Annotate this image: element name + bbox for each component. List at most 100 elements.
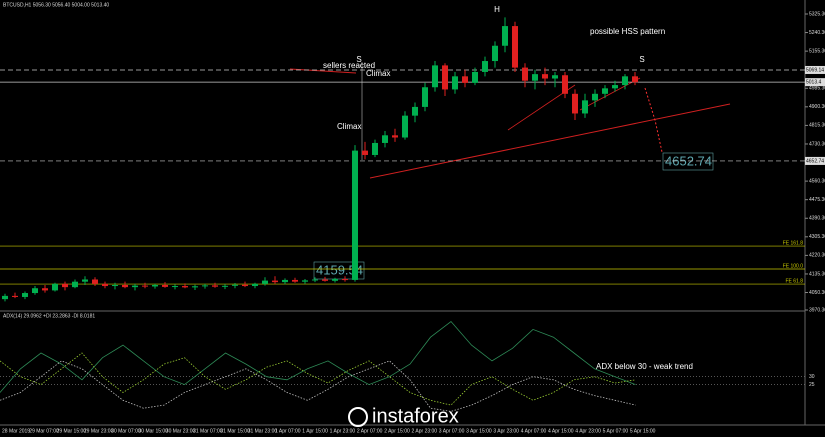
x-tick-label: 28 Mar 2019 — [2, 428, 30, 434]
candle-body — [522, 67, 528, 81]
candle-body — [282, 279, 288, 283]
y-tick-label: 5325.36 — [809, 11, 825, 17]
candle-body — [112, 284, 118, 287]
candle-body — [472, 71, 478, 83]
candle-body — [372, 142, 378, 155]
y-tick-label: 4135.36 — [809, 271, 825, 277]
candle-body — [32, 288, 38, 294]
candle-body — [432, 65, 438, 88]
annotation: H — [494, 5, 500, 14]
candle-body — [622, 76, 628, 86]
candle-body — [562, 75, 568, 94]
candle-body — [482, 61, 488, 72]
candle-body — [2, 295, 8, 300]
candle-body — [512, 26, 518, 68]
candle-body — [202, 285, 208, 287]
fe-label: FE 61.8 — [785, 278, 803, 284]
x-tick-label: 4 Apr 07:00 — [521, 428, 547, 434]
candle-body — [52, 283, 58, 291]
y-tick-label: 5240.36 — [809, 30, 825, 36]
candle-body — [462, 76, 468, 83]
annotation: sellers reacted — [323, 61, 375, 70]
y-tick-label: 4220.36 — [809, 253, 825, 259]
candle-body — [102, 283, 108, 287]
candle-body — [172, 286, 178, 288]
candle-body — [332, 279, 338, 281]
x-tick-label: 2 Apr 15:00 — [384, 428, 410, 434]
candle-body — [392, 135, 398, 138]
annotation: ADX below 30 - weak trend — [596, 362, 693, 371]
candle-body — [532, 74, 538, 81]
trendline — [579, 77, 641, 111]
fe-label: FE 100.0 — [783, 263, 804, 269]
x-tick-label: 4 Apr 23:00 — [575, 428, 601, 434]
candle-body — [262, 280, 268, 284]
candle-body — [592, 93, 598, 101]
candle-body — [442, 65, 448, 90]
base-box — [313, 261, 365, 280]
candle-body — [72, 281, 78, 288]
candle-body — [82, 279, 88, 282]
x-tick-label: 1 Apr 07:00 — [275, 428, 301, 434]
x-tick-label: 29 Mar 07:00 — [29, 428, 59, 434]
x-tick-label: 2 Apr 07:00 — [357, 428, 383, 434]
candle-body — [152, 284, 158, 287]
x-tick-label: 30 Mar 23:00 — [166, 428, 196, 434]
x-tick-label: 3 Apr 07:00 — [439, 428, 465, 434]
y-tick-label: 4900.36 — [809, 104, 825, 110]
y-tick-label: 4305.36 — [809, 234, 825, 240]
level-tag — [805, 156, 825, 165]
x-tick-label: 29 Mar 15:00 — [57, 428, 87, 434]
candle-body — [192, 286, 198, 288]
candle-body — [352, 150, 358, 280]
candle-body — [322, 279, 328, 281]
trendline — [369, 103, 731, 179]
level-tag — [805, 78, 825, 87]
candle-body — [632, 76, 638, 83]
x-tick-label: 31 Mar 15:00 — [220, 428, 250, 434]
candle-body — [12, 295, 18, 297]
x-tick-label: 5 Apr 07:00 — [603, 428, 629, 434]
candle-body — [552, 75, 558, 79]
annotation: S — [639, 55, 644, 64]
y-tick-label: 4050.36 — [809, 290, 825, 296]
candle-body — [302, 280, 308, 282]
candle-body — [92, 279, 98, 284]
candle-body — [412, 106, 418, 116]
x-tick-label: 5 Apr 15:00 — [630, 428, 656, 434]
x-tick-label: 30 Mar 15:00 — [139, 428, 169, 434]
y-tick-label: 4815.36 — [809, 123, 825, 129]
candle-body — [212, 285, 218, 287]
y-tick-label: 4390.36 — [809, 216, 825, 222]
candle-body — [22, 293, 28, 297]
candle-body — [42, 288, 48, 291]
y-tick-label: 4475.36 — [809, 197, 825, 203]
candle-body — [142, 285, 148, 287]
candle-body — [502, 26, 508, 46]
level-tag — [805, 65, 825, 74]
candle-body — [292, 279, 298, 282]
annotation: S — [356, 55, 361, 64]
candle-body — [382, 135, 388, 143]
x-tick-label: 31 Mar 23:00 — [248, 428, 278, 434]
fe-label: FE 161.8 — [783, 240, 804, 246]
candle-body — [572, 93, 578, 114]
candle-body — [182, 286, 188, 288]
candle-body — [242, 284, 248, 287]
x-tick-label: 1 Apr 23:00 — [330, 428, 356, 434]
level-label: 5069.14 — [806, 67, 824, 73]
annotation: Climax — [366, 69, 390, 78]
candle-body — [342, 279, 348, 281]
x-tick-label: 3 Apr 15:00 — [466, 428, 492, 434]
base-label: 4159.54 — [316, 262, 363, 277]
adx-line — [0, 320, 636, 393]
candle-body — [122, 284, 128, 288]
x-tick-label: 3 Apr 23:00 — [493, 428, 519, 434]
adx-line — [0, 352, 636, 406]
y-tick-label: 5155.36 — [809, 48, 825, 54]
y-tick-label: 4730.36 — [809, 141, 825, 147]
adx-tick-label: 30 — [809, 374, 815, 380]
x-tick-label: 31 Mar 07:00 — [193, 428, 223, 434]
